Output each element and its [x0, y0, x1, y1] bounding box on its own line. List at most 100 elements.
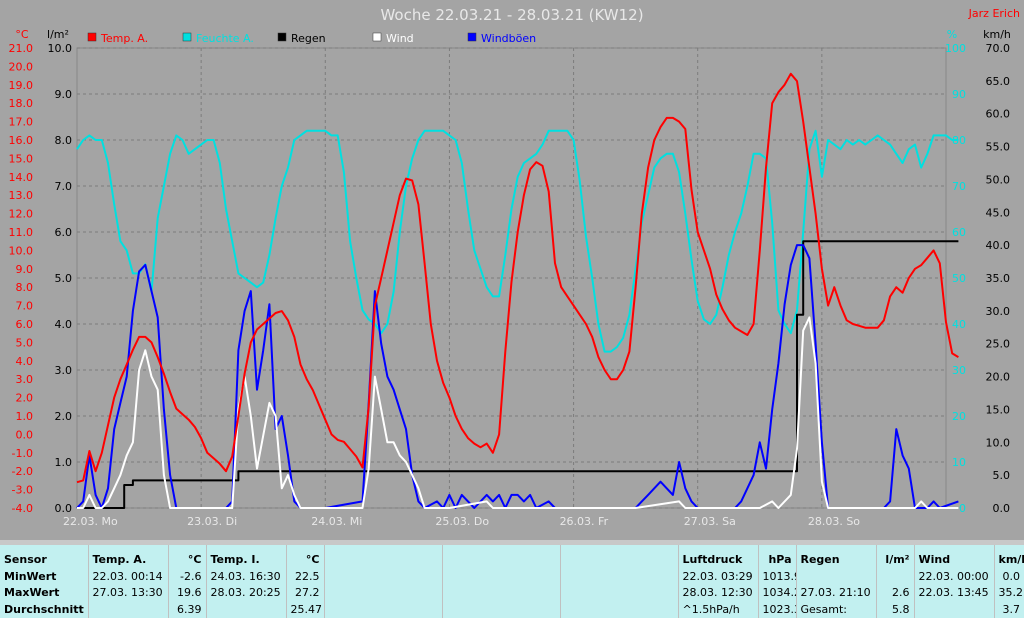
wind-tick-label: 0.0	[993, 502, 1011, 515]
rain-total-label: Gesamt:	[796, 601, 877, 618]
temp-tick-label: -1.0	[12, 447, 33, 460]
temp-tick-label: 16.0	[9, 134, 34, 147]
humidity-tick-label: 90	[952, 88, 966, 101]
legend-swatch	[182, 32, 192, 42]
header-rain: Regen	[796, 545, 877, 569]
pressure-value: 1013.9	[758, 568, 797, 586]
temp-unit-label: °C	[15, 28, 29, 41]
empty-cell	[560, 585, 679, 602]
stats-row-max: MaxWert 27.03. 13:30 19.6 28.03. 20:25 2…	[0, 585, 1024, 602]
temp-tick-label: 3.0	[16, 373, 34, 386]
legend-label: Windböen	[481, 32, 536, 45]
wind-tick-label: 20.0	[986, 371, 1011, 384]
temp-tick-label: -2.0	[12, 465, 33, 478]
temp-tick-label: 4.0	[16, 355, 34, 368]
legend-label: Regen	[291, 32, 326, 45]
day-tick-label: 27.03. Sa	[684, 515, 736, 528]
rain-value	[876, 568, 915, 586]
author-label: Jarz Erich	[968, 7, 1020, 20]
header-temp-a-unit: °C	[168, 545, 207, 569]
day-tick-label: 25.03. Do	[435, 515, 489, 528]
empty-cell	[560, 568, 679, 586]
day-tick-label: 24.03. Mi	[311, 515, 362, 528]
empty-cell	[560, 545, 679, 569]
temp-a-value: 6.39	[168, 601, 207, 618]
day-axis: 22.03. Mo 23.03. Di 24.03. Mi 25.03. Do 26.0…	[63, 515, 860, 528]
humidity-tick-label: 70	[952, 180, 966, 193]
pressure-value: 1034.2	[758, 585, 797, 602]
wind-tick-label: 55.0	[986, 141, 1011, 154]
separator	[0, 540, 1024, 545]
header-temp-a: Temp. A.	[88, 545, 169, 569]
legend-swatch	[277, 32, 287, 42]
rain-tick-label: 6.0	[55, 226, 73, 239]
temp-i-date: 28.03. 20:25	[206, 585, 287, 602]
temp-tick-label: 18.0	[9, 97, 34, 110]
empty-cell	[442, 601, 561, 618]
series-line-regen	[77, 240, 959, 509]
legend: Temp. A. Feuchte A. Regen Wind Windböen	[87, 32, 536, 45]
rain-tick-label: 9.0	[55, 88, 73, 101]
temp-a-date: 27.03. 13:30	[88, 585, 169, 602]
empty-cell	[560, 601, 679, 618]
temp-tick-label: 15.0	[9, 152, 34, 165]
temp-tick-label: 17.0	[9, 116, 34, 129]
header-sensor: Sensor	[0, 545, 89, 569]
temp-tick-label: -3.0	[12, 484, 33, 497]
humidity-tick-label: 60	[952, 226, 966, 239]
chart-title: Woche 22.03.21 - 28.03.21 (KW12)	[380, 6, 643, 24]
header-rain-unit: l/m²	[876, 545, 915, 569]
temp-tick-label: 19.0	[9, 79, 34, 92]
day-tick-label: 22.03. Mo	[63, 515, 118, 528]
temp-tick-label: 8.0	[16, 281, 34, 294]
humidity-tick-label: 40	[952, 318, 966, 331]
pressure-date: 28.03. 12:30	[678, 585, 759, 602]
wind-tick-label: 25.0	[986, 338, 1011, 351]
temp-tick-label: 2.0	[16, 392, 34, 405]
temp-tick-label: -4.0	[12, 502, 33, 515]
temp-tick-label: 12.0	[9, 208, 34, 221]
rain-tick-label: 0.0	[55, 502, 73, 515]
empty-cell	[442, 545, 561, 569]
row-label: Durchschnitt	[0, 601, 89, 618]
rain-tick-label: 10.0	[48, 42, 73, 55]
temp-a-date	[88, 601, 169, 618]
humidity-unit-label: %	[947, 28, 957, 41]
legend-swatch	[87, 32, 97, 42]
humidity-tick-label: 80	[952, 134, 966, 147]
series-line-temp-a	[76, 72, 959, 484]
wind-value: 0.0	[1002, 569, 1021, 583]
temp-i-value: 22.5	[286, 568, 325, 586]
rain-date: 27.03. 21:10	[796, 585, 877, 602]
rain-tick-label: 4.0	[55, 318, 73, 331]
stats-row-avg: Durchschnitt 6.39 25.47 ^1.5hPa/h 1023.3…	[0, 601, 1024, 618]
legend-swatch	[372, 32, 382, 42]
empty-cell	[442, 585, 561, 602]
wind-date: 22.03. 00:00	[914, 568, 995, 586]
row-label: MinWert	[0, 568, 89, 586]
stats-row-min: MinWert 22.03. 00:14 -2.6 24.03. 16:30 2…	[0, 568, 1024, 586]
temp-tick-label: 14.0	[9, 171, 34, 184]
empty-cell	[324, 585, 443, 602]
stats-table: Sensor Temp. A. °C Temp. I. °C Luftdruck…	[0, 545, 1024, 618]
temp-i-date: 24.03. 16:30	[206, 568, 287, 586]
header-temp-i: Temp. I.	[206, 545, 287, 569]
temp-tick-label: 13.0	[9, 189, 34, 202]
wind-value: 3.7	[1002, 602, 1021, 616]
rain-tick-label: 7.0	[55, 180, 73, 193]
series-group	[76, 72, 959, 509]
wind-tick-label: 60.0	[986, 108, 1011, 121]
row-label: MaxWert	[0, 585, 89, 602]
legend-label: Temp. A.	[100, 32, 148, 45]
chart-area: Woche 22.03.21 - 28.03.21 (KW12) Jarz Eri…	[0, 0, 1024, 540]
pressure-trend: ^1.5hPa/h	[678, 601, 759, 618]
empty-cell	[442, 568, 561, 586]
wind-tick-label: 40.0	[986, 239, 1011, 252]
legend-label: Feuchte A.	[196, 32, 254, 45]
temp-a-value: -2.6	[168, 568, 207, 586]
temp-i-value: 27.2	[286, 585, 325, 602]
rain-value: 5.8	[876, 601, 915, 618]
temp-axis: 21.0 20.0 19.0 18.0 17.0 16.0 15.0 14.0 13.0 12.0…	[9, 42, 34, 515]
humidity-tick-label: 50	[952, 272, 966, 285]
